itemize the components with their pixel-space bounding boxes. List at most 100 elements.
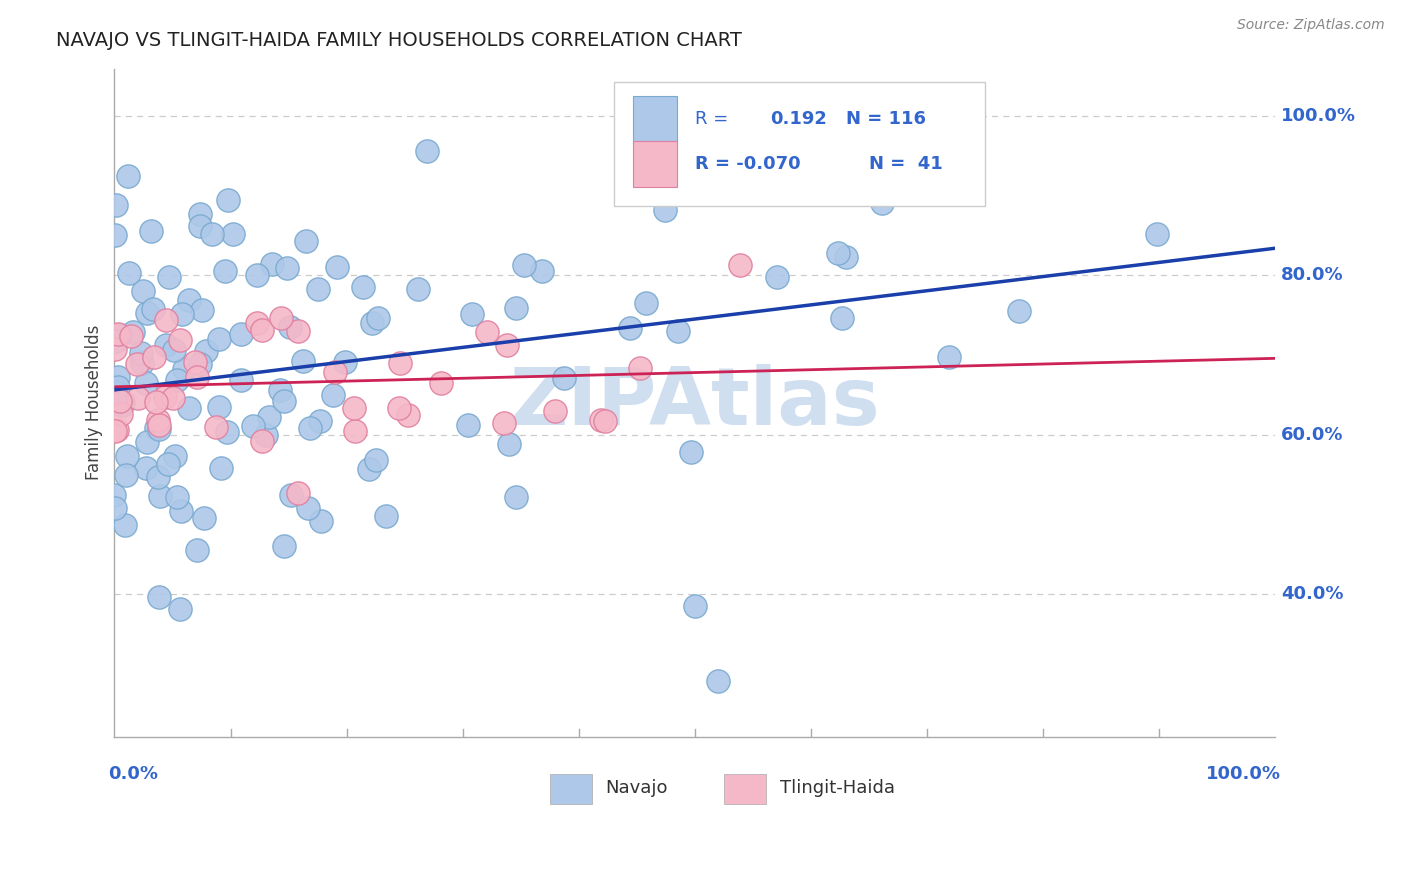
- Point: [112, 394, 135, 409]
- Point: [388, 401, 411, 415]
- Point: [530, 264, 553, 278]
- Text: 100.0%: 100.0%: [1206, 764, 1281, 783]
- FancyBboxPatch shape: [550, 773, 592, 804]
- Point: [870, 196, 893, 211]
- Point: [148, 412, 170, 426]
- Point: [278, 320, 301, 334]
- Point: [186, 369, 208, 384]
- Point: [246, 268, 269, 282]
- Text: Tlingit-Haida: Tlingit-Haida: [780, 780, 894, 797]
- Point: [333, 355, 356, 369]
- Point: [728, 258, 751, 272]
- Point: [280, 488, 302, 502]
- Point: [104, 501, 127, 516]
- Point: [544, 404, 567, 418]
- Point: [505, 301, 527, 315]
- Point: [115, 467, 138, 482]
- Point: [727, 116, 749, 130]
- Point: [188, 219, 211, 234]
- Point: [270, 310, 292, 325]
- Point: [188, 207, 211, 221]
- Point: [127, 391, 149, 405]
- Point: [352, 279, 374, 293]
- Point: [107, 370, 129, 384]
- Point: [683, 599, 706, 613]
- Point: [104, 334, 127, 348]
- Point: [193, 511, 215, 525]
- Point: [157, 458, 180, 472]
- Text: 60.0%: 60.0%: [1281, 425, 1344, 443]
- Point: [250, 323, 273, 337]
- Point: [141, 224, 163, 238]
- Point: [121, 325, 143, 339]
- Point: [146, 470, 169, 484]
- Point: [681, 444, 703, 458]
- Point: [186, 543, 208, 558]
- Point: [475, 325, 498, 339]
- Point: [342, 401, 364, 415]
- Point: [170, 504, 193, 518]
- Point: [107, 327, 129, 342]
- Point: [166, 373, 188, 387]
- Point: [299, 421, 322, 435]
- FancyBboxPatch shape: [633, 96, 678, 143]
- Point: [131, 345, 153, 359]
- Point: [619, 320, 641, 334]
- Text: Source: ZipAtlas.com: Source: ZipAtlas.com: [1237, 18, 1385, 32]
- Point: [498, 437, 520, 451]
- Point: [273, 539, 295, 553]
- Point: [105, 198, 128, 212]
- Text: N =  41: N = 41: [869, 155, 943, 173]
- Point: [209, 461, 232, 475]
- Point: [229, 373, 252, 387]
- Point: [250, 434, 273, 449]
- Point: [287, 486, 309, 500]
- Point: [322, 387, 344, 401]
- Point: [111, 398, 134, 412]
- Point: [1146, 227, 1168, 242]
- Point: [148, 591, 170, 605]
- Point: [103, 488, 125, 502]
- Point: [359, 462, 381, 476]
- Point: [242, 419, 264, 434]
- Point: [143, 350, 166, 364]
- FancyBboxPatch shape: [724, 773, 766, 804]
- Text: 0.0%: 0.0%: [108, 764, 159, 783]
- Point: [165, 449, 187, 463]
- Point: [344, 424, 367, 438]
- Point: [114, 517, 136, 532]
- Point: [765, 269, 787, 284]
- Point: [429, 376, 451, 391]
- Point: [208, 332, 231, 346]
- Text: 100.0%: 100.0%: [1281, 107, 1357, 125]
- Point: [188, 357, 211, 371]
- Point: [104, 227, 127, 242]
- Point: [294, 234, 316, 248]
- Point: [135, 460, 157, 475]
- Point: [668, 325, 690, 339]
- Point: [110, 328, 132, 343]
- Point: [628, 360, 651, 375]
- Point: [135, 376, 157, 390]
- Point: [636, 295, 658, 310]
- Point: [360, 316, 382, 330]
- Point: [938, 350, 960, 364]
- Point: [208, 400, 231, 414]
- Point: [131, 355, 153, 369]
- Point: [408, 281, 430, 295]
- Point: [222, 227, 245, 241]
- Point: [166, 490, 188, 504]
- Point: [162, 391, 184, 405]
- Point: [591, 413, 613, 427]
- Point: [217, 425, 239, 440]
- Text: 80.0%: 80.0%: [1281, 267, 1344, 285]
- Point: [707, 674, 730, 689]
- Point: [326, 260, 349, 274]
- Point: [107, 379, 129, 393]
- Text: 40.0%: 40.0%: [1281, 585, 1344, 603]
- Point: [107, 391, 129, 405]
- Point: [364, 453, 387, 467]
- Point: [105, 384, 128, 399]
- Point: [273, 394, 295, 409]
- Point: [1008, 304, 1031, 318]
